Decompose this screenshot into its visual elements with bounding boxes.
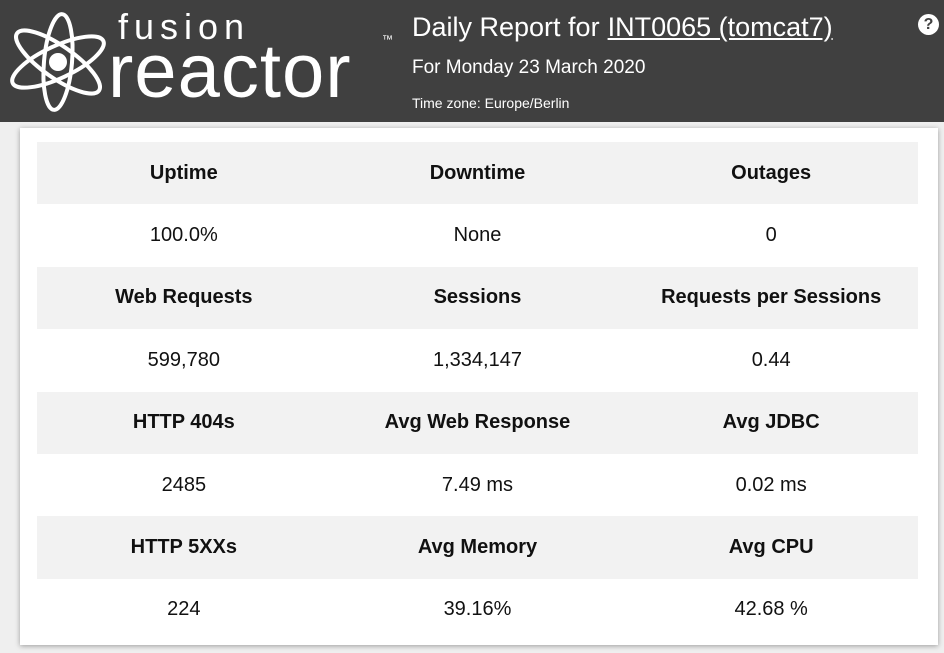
header-row: HTTP 404s Avg Web Response Avg JDBC (37, 391, 918, 454)
logo-text: fusion (118, 6, 251, 47)
timezone: Time zone: Europe/Berlin (412, 95, 570, 111)
metric-value: 7.49 ms (441, 473, 514, 496)
header-row: Web Requests Sessions Requests per Session… (37, 266, 918, 330)
metric-value: 0.44 (751, 348, 791, 371)
metric-label: Requests per Sessions (624, 266, 918, 330)
metric-label: Downtime (330, 142, 625, 205)
header: fusion reactor ™ Daily Report for INT0065… (0, 0, 944, 122)
logo-text: reactor (108, 29, 352, 114)
metrics-table: Uptime Downtime Outages 100.0% None 0 Web Requ… (37, 142, 918, 641)
metric-label: Sessions (330, 266, 625, 330)
host-link[interactable]: INT0065 (tomcat7) (607, 12, 833, 42)
metric-value: 2485 (161, 473, 207, 496)
metric-label: Avg Memory (330, 516, 625, 579)
report-date: For Monday 23 March 2020 (412, 57, 646, 78)
logo-icon (10, 12, 106, 112)
metric-label: Avg JDBC (624, 391, 918, 454)
header-row: Uptime Downtime Outages (37, 142, 918, 205)
value-row: 100.0% None 0 (37, 204, 918, 266)
report-card: Uptime Downtime Outages 100.0% None 0 Web Requ… (20, 128, 938, 645)
metric-label: Avg Web Response (330, 391, 625, 454)
header-row: HTTP 5XXs Avg Memory Avg CPU (37, 516, 918, 579)
metric-label: Outages (624, 142, 918, 205)
metric-value: 100.0% (149, 224, 218, 247)
title-text: Daily Report for (412, 12, 600, 42)
report-title: Daily Report for INT0065 (tomcat7) (412, 12, 833, 43)
value-row: 224 39.16% 42.68 % (37, 579, 918, 641)
trademark: ™ (382, 34, 393, 46)
metric-label: Uptime (37, 142, 331, 205)
metric-value: 224 (167, 598, 201, 621)
metric-value: 42.68 % (734, 598, 808, 621)
metric-value: 0.02 ms (735, 473, 807, 496)
metric-label: HTTP 5XXs (37, 516, 331, 579)
metric-value: 599,780 (147, 348, 220, 371)
metric-value: 39.16% (443, 598, 512, 621)
metric-label: HTTP 404s (37, 391, 331, 454)
value-row: 2485 7.49 ms 0.02 ms (37, 454, 918, 516)
help-button[interactable]: ? (918, 14, 939, 35)
metric-value: None (453, 224, 502, 247)
metric-value: 1,334,147 (432, 348, 522, 371)
value-row: 599,780 1,334,147 0.44 (37, 329, 918, 391)
metric-label: Web Requests (37, 266, 331, 330)
metric-value: 0 (765, 224, 777, 247)
metric-label: Avg CPU (624, 516, 918, 579)
